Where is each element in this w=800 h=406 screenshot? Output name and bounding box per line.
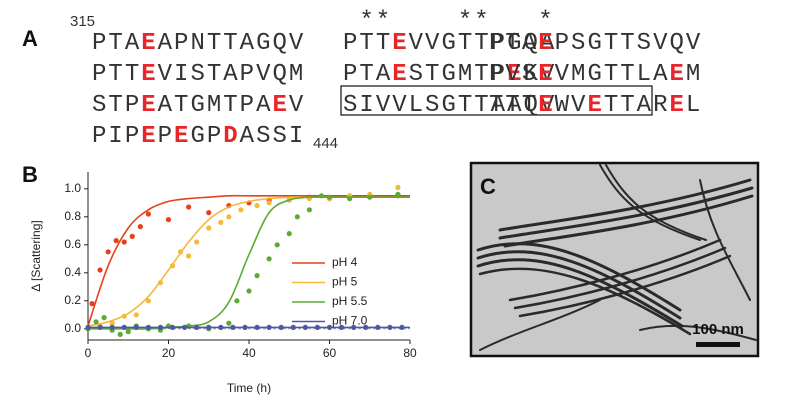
data-point bbox=[194, 239, 200, 245]
x-axis-title: Time (h) bbox=[227, 381, 271, 395]
data-point bbox=[395, 184, 401, 190]
sequence-block: PTTEVISTAPVQM bbox=[92, 61, 305, 88]
fit-line bbox=[87, 194, 410, 327]
panel-label: B bbox=[22, 162, 38, 187]
scale-bar-label: 100 nm bbox=[692, 321, 744, 338]
data-point bbox=[206, 225, 212, 231]
data-point bbox=[238, 207, 244, 213]
sequence-block: PTTEVVGTTPGQA bbox=[343, 30, 556, 57]
legend-label: pH 4 bbox=[332, 255, 358, 269]
x-tick-label: 80 bbox=[403, 346, 417, 360]
site-marker: * bbox=[489, 8, 555, 35]
data-point bbox=[254, 203, 260, 209]
end-index: 444 bbox=[313, 135, 338, 152]
data-point bbox=[254, 273, 260, 279]
data-point bbox=[186, 204, 192, 210]
data-point bbox=[286, 231, 292, 237]
data-point bbox=[145, 211, 151, 217]
y-axis-title: Δ [Scattering] bbox=[29, 220, 43, 291]
data-point bbox=[93, 319, 99, 325]
panel-label: C bbox=[480, 174, 496, 199]
data-point bbox=[306, 207, 312, 213]
x-tick-label: 40 bbox=[242, 346, 256, 360]
data-point bbox=[113, 238, 119, 244]
data-point bbox=[246, 288, 252, 294]
data-point bbox=[234, 298, 240, 304]
highlight-box bbox=[340, 85, 653, 116]
x-tick-label: 60 bbox=[323, 346, 337, 360]
site-marker: ** ** bbox=[343, 8, 491, 35]
legend-label: pH 5 bbox=[332, 275, 358, 289]
data-point bbox=[89, 301, 95, 307]
data-point bbox=[294, 214, 300, 220]
micrograph bbox=[469, 161, 760, 358]
y-tick-label: 0.8 bbox=[64, 209, 81, 223]
x-tick-label: 20 bbox=[162, 346, 176, 360]
data-point bbox=[133, 312, 139, 318]
legend-label: pH 5.5 bbox=[332, 294, 368, 308]
chart: B 0.0 0.2 0.4 0.6 0.8 1.0 0 20 40 60 80 Time (h) Δ [S… bbox=[22, 162, 417, 395]
sequence-block: PTAEPSGTTSVQV bbox=[489, 30, 702, 57]
data-point bbox=[105, 249, 111, 255]
x-tick-label: 0 bbox=[85, 346, 92, 360]
y-tick-label: 0.4 bbox=[64, 265, 81, 279]
data-point bbox=[137, 224, 143, 230]
data-point bbox=[121, 239, 127, 245]
sequence: PTAEAPNTTAGQV PTTEVVGTTPGQA ** **PTAEPSGT… bbox=[92, 8, 702, 150]
y-tick-label: 0.2 bbox=[64, 293, 81, 307]
panel-label: A bbox=[22, 26, 38, 51]
data-point bbox=[129, 233, 135, 239]
data-point bbox=[226, 320, 232, 326]
data-point bbox=[218, 219, 224, 225]
data-point bbox=[274, 242, 280, 248]
data-point bbox=[117, 331, 123, 337]
sequence-block: STPEATGMTPAEV bbox=[92, 92, 305, 119]
sequence-block: PTAESTGMTPEKV bbox=[343, 61, 556, 88]
data-point bbox=[226, 214, 232, 220]
sequence-block: PVSEVMGTTLAEM bbox=[489, 61, 702, 88]
data-point bbox=[97, 267, 103, 273]
sequence-block: TTTEWVETTAREL bbox=[489, 92, 702, 119]
data-point bbox=[109, 320, 115, 326]
data-point bbox=[101, 315, 107, 321]
data-point bbox=[145, 298, 151, 304]
sequence-block: PIPEPEGPDASSI bbox=[92, 123, 305, 150]
data-point bbox=[165, 217, 172, 223]
y-tick-label: 0.6 bbox=[64, 237, 81, 251]
data-point bbox=[266, 200, 272, 206]
sequence-block: PTAEAPNTTAGQV bbox=[92, 30, 305, 57]
fit-line bbox=[87, 196, 410, 330]
y-tick-label: 1.0 bbox=[64, 181, 81, 195]
data-point bbox=[266, 256, 272, 262]
data-point bbox=[395, 191, 401, 197]
start-index: 315 bbox=[70, 13, 95, 30]
y-tick-label: 0.0 bbox=[64, 321, 81, 335]
legend-label: pH 7.0 bbox=[332, 314, 368, 328]
data-point bbox=[125, 329, 131, 335]
data-point bbox=[206, 210, 212, 216]
sequence-block: SIVVLSGTTAAQV bbox=[343, 92, 556, 119]
data-point bbox=[186, 253, 192, 259]
